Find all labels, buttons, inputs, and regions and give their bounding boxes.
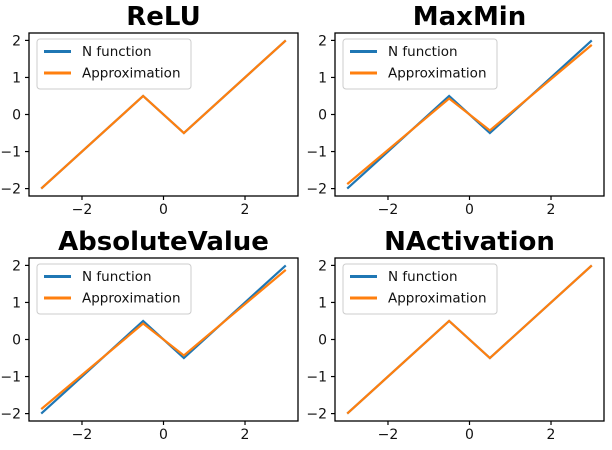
series-line-approximation (40, 269, 287, 410)
x-tick-label: 2 (241, 427, 250, 443)
relu-plot-canvas: ReLU −2 0 2 −2 −1 0 1 2 N function Approximation (0, 2, 299, 218)
y-tick-label: 1 (12, 295, 21, 311)
y-tick-label: −2 (306, 407, 327, 423)
series-line-approximation (346, 44, 593, 185)
plot-title-maxmin: MaxMin (413, 2, 526, 32)
maxmin-plot-canvas: MaxMin −2 0 2 −2 −1 0 1 2 N function Approximatio… (306, 2, 605, 218)
y-tick-label: −1 (0, 145, 21, 161)
nactivation-plot-canvas: NActivation −2 0 2 −2 −1 0 1 2 N function Approxi… (306, 227, 605, 443)
y-tick-label: 1 (12, 70, 21, 86)
legend-label-approximation: Approximation (388, 291, 487, 307)
legend-label-approximation: Approximation (82, 291, 181, 307)
legend-label-n-function: N function (388, 269, 458, 285)
legend-box (36, 263, 192, 315)
x-tick-label: 2 (547, 427, 556, 443)
y-tick-label: 1 (318, 295, 327, 311)
y-tick-label: 2 (318, 33, 327, 49)
y-tick-label: −2 (0, 182, 21, 198)
legend-box (342, 38, 498, 90)
y-tick-label: 2 (12, 33, 21, 49)
legend-label-approximation: Approximation (388, 66, 487, 82)
y-tick-label: 0 (318, 108, 327, 124)
subplot-relu: ReLU −2 0 2 −2 −1 0 1 2 N function Approximation (0, 0, 306, 225)
legend-label-approximation: Approximation (82, 66, 181, 82)
legend-label-n-function: N function (82, 269, 152, 285)
x-tick-label: 0 (465, 427, 474, 443)
legend-box (342, 263, 498, 315)
x-tick-label: 0 (159, 427, 168, 443)
plot-title-absolutevalue: AbsoluteValue (58, 227, 269, 257)
y-tick-label: 1 (318, 70, 327, 86)
x-tick-label: 0 (159, 202, 168, 218)
plot-title-relu: ReLU (126, 2, 200, 32)
legend-label-n-function: N function (388, 44, 458, 60)
x-tick-label: −2 (72, 427, 93, 443)
series-line-approximation (346, 264, 593, 415)
y-tick-label: −2 (306, 182, 327, 198)
y-tick-label: 0 (12, 333, 21, 349)
x-tick-label: 2 (547, 202, 556, 218)
absolutevalue-plot-canvas: AbsoluteValue −2 0 2 −2 −1 0 1 2 N function Appro… (0, 227, 299, 443)
y-tick-label: 2 (12, 258, 21, 274)
subplot-absolutevalue: AbsoluteValue −2 0 2 −2 −1 0 1 2 N function Appro… (0, 225, 306, 450)
subplot-nactivation: NActivation −2 0 2 −2 −1 0 1 2 N function Approxi… (306, 225, 612, 450)
y-tick-label: 2 (318, 258, 327, 274)
y-tick-label: 0 (318, 333, 327, 349)
x-tick-label: 0 (465, 202, 474, 218)
y-tick-label: 0 (12, 108, 21, 124)
x-tick-label: −2 (72, 202, 93, 218)
y-tick-label: −1 (306, 370, 327, 386)
legend-label-n-function: N function (82, 44, 152, 60)
x-tick-label: 2 (241, 202, 250, 218)
y-tick-label: −1 (0, 370, 21, 386)
x-tick-label: −2 (378, 202, 399, 218)
legend-box (36, 38, 192, 90)
y-tick-label: −1 (306, 145, 327, 161)
plot-title-nactivation: NActivation (384, 227, 555, 257)
y-tick-label: −2 (0, 407, 21, 423)
series-line-approximation (40, 39, 287, 190)
subplot-maxmin: MaxMin −2 0 2 −2 −1 0 1 2 N function Approximatio… (306, 0, 612, 225)
x-tick-label: −2 (378, 427, 399, 443)
